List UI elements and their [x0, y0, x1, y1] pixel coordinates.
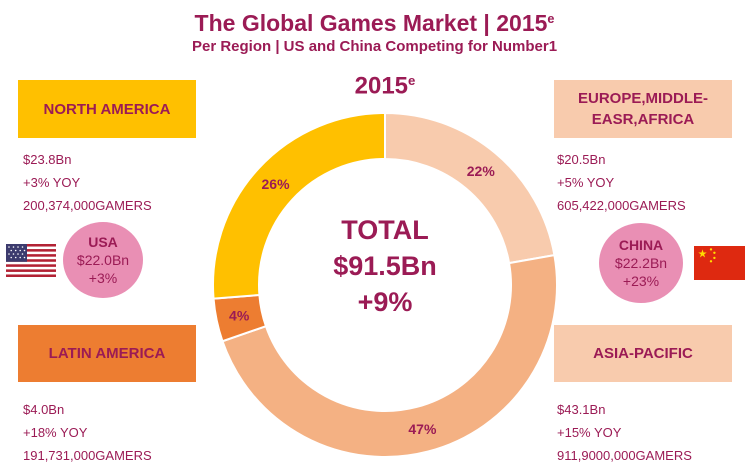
country-value: $22.0Bn — [76, 252, 130, 268]
slice-label-0: 22% — [467, 163, 496, 179]
total-label: TOTAL — [341, 215, 429, 245]
gamers: 911,9000,000GAMERS — [557, 448, 692, 463]
region-north-america: NORTH AMERICA — [18, 80, 196, 138]
growth: +18% YOY — [23, 425, 88, 440]
growth: +15% YOY — [557, 425, 622, 440]
revenue: $4.0Bn — [23, 402, 65, 417]
region-name: NORTH AMERICA — [43, 100, 171, 118]
slice-label-1: 47% — [408, 421, 437, 437]
year-label: 2015e — [354, 72, 416, 100]
region-name-line2: EASR,AFRICA — [591, 111, 695, 128]
donut-chart: 22% 47% 4% 26% — [212, 111, 558, 458]
gamers: 191,731,000GAMERS — [23, 448, 152, 463]
latin-america-stats: $4.0Bn +18% YOY 191,731,000GAMERS — [23, 398, 152, 467]
slice-label-2: 4% — [229, 308, 250, 324]
region-name-line1: EUROPE,MIDDLE- — [577, 90, 708, 107]
region-latin-america: LATIN AMERICA — [18, 325, 196, 382]
emea-stats: $20.5Bn +5% YOY 605,422,000GAMERS — [557, 148, 686, 217]
country-name: USA — [88, 234, 118, 250]
revenue: $20.5Bn — [557, 152, 606, 167]
region-asia-pacific: ASIA-PACIFIC — [554, 325, 732, 382]
slice-label-3: 26% — [262, 176, 291, 192]
revenue: $23.8Bn — [23, 152, 72, 167]
chart-subtitle: Per Region | US and China Competing for … — [191, 38, 558, 55]
country-growth: +3% — [88, 270, 118, 286]
asia-pacific-stats: $43.1Bn +15% YOY 911,9000,000GAMERS — [557, 398, 692, 467]
north-america-stats: $23.8Bn +3% YOY 200,374,000GAMERS — [23, 148, 152, 217]
growth: +3% YOY — [23, 175, 81, 190]
gamers: 605,422,000GAMERS — [557, 198, 686, 213]
donut-slice-3 — [212, 111, 386, 300]
region-name: LATIN AMERICA — [48, 345, 166, 362]
chart-title: The Global Games Market | 2015e — [194, 10, 555, 37]
china-flag-icon — [694, 246, 745, 280]
region-emea: EUROPE,MIDDLE- EASR,AFRICA — [554, 80, 732, 138]
country-name: CHINA — [618, 237, 664, 253]
region-name: ASIA-PACIFIC — [593, 345, 693, 362]
growth: +5% YOY — [557, 175, 615, 190]
usa-bubble: USA $22.0Bn +3% — [63, 222, 143, 298]
country-growth: +23% — [622, 273, 660, 289]
revenue: $43.1Bn — [557, 402, 606, 417]
gamers: 200,374,000GAMERS — [23, 198, 152, 213]
country-value: $22.2Bn — [614, 255, 668, 271]
donut-slice-1 — [221, 253, 558, 458]
total-growth: +9% — [357, 287, 413, 317]
china-bubble: CHINA $22.2Bn +23% — [599, 223, 683, 303]
us-flag-icon — [6, 244, 56, 277]
total-value: $91.5Bn — [333, 251, 437, 281]
